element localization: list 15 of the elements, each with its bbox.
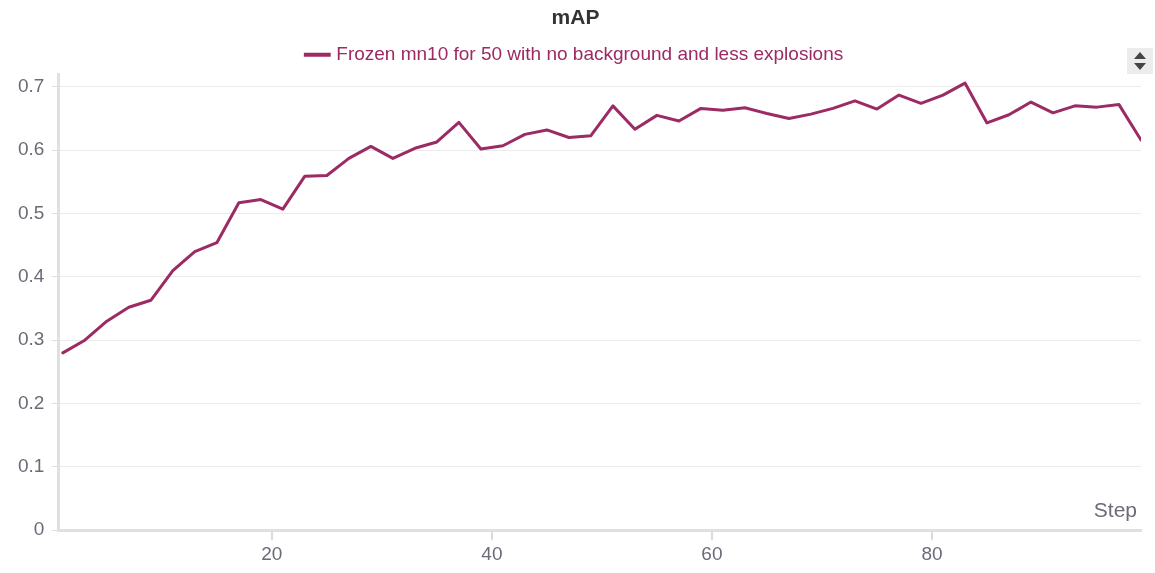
y-tick-label: 0.4 [17, 265, 45, 287]
y-tick-label: 0.7 [17, 75, 45, 97]
y-tick-label: 0.1 [17, 455, 45, 477]
x-axis-title: Step [1093, 498, 1137, 522]
y-tick-label: 0 [33, 518, 45, 540]
x-tick-label: 20 [261, 542, 283, 564]
legend-label: Frozen mn10 for 50 with no background and less explosions [336, 42, 844, 64]
x-tick-label: 40 [481, 542, 503, 564]
y-tick-label: 0.2 [17, 391, 45, 413]
x-tick-label: 80 [921, 542, 943, 564]
y-tick-label: 0.5 [17, 201, 45, 223]
x-tick-label: 60 [701, 542, 723, 564]
chart-title: mAP [551, 5, 600, 29]
y-tick-label: 0.3 [17, 328, 45, 350]
y-tick-label: 0.6 [17, 138, 45, 160]
